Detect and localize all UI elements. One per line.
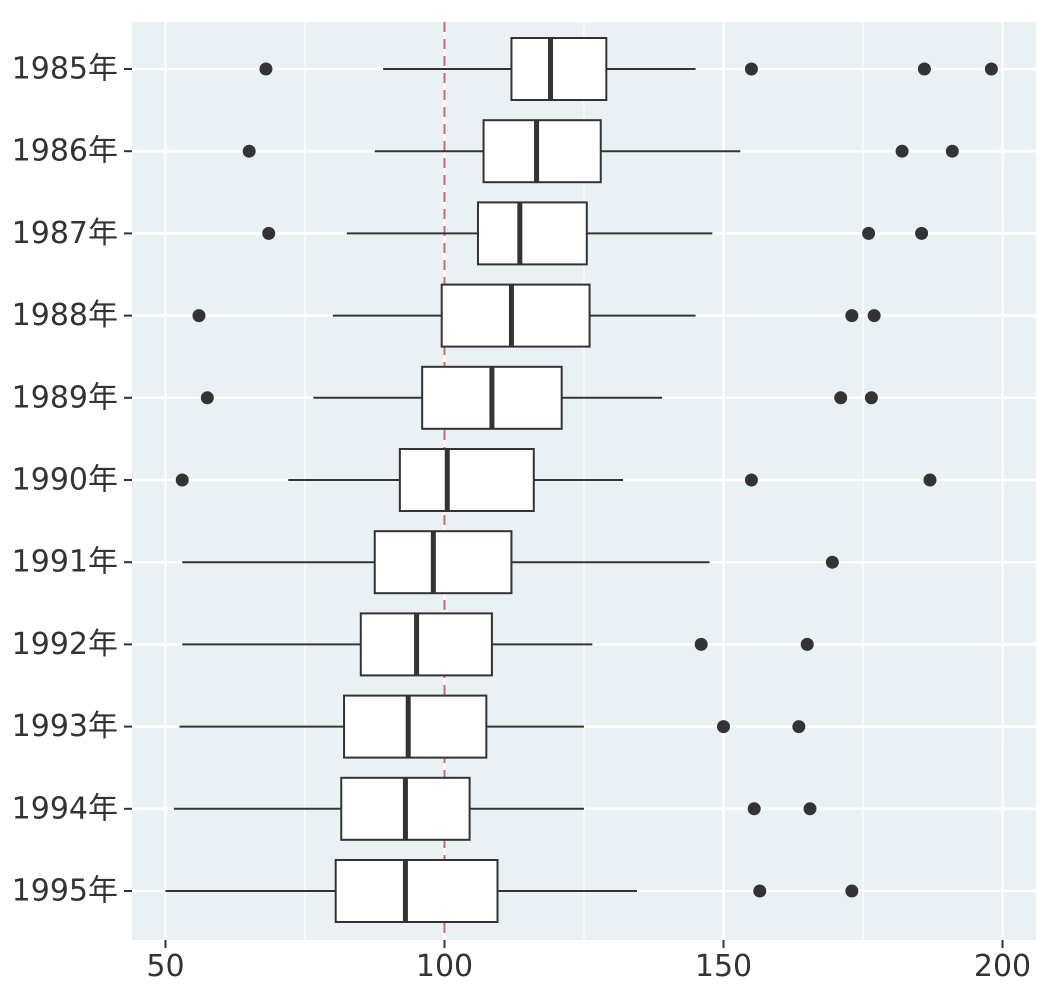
box-series [165, 37, 998, 923]
box-iqr [482, 119, 602, 184]
outlier-point [867, 309, 881, 323]
outlier-point [175, 473, 189, 487]
outlier-point [834, 391, 848, 405]
box-1989年 [200, 365, 878, 430]
x-tick-label: 50 [146, 949, 184, 984]
outlier-point [744, 473, 758, 487]
box-1988年 [192, 283, 881, 348]
x-axis: 50 100 150 200 [146, 940, 1031, 984]
box-1991年 [182, 530, 839, 595]
box-1994年 [173, 776, 817, 841]
outlier-point [694, 637, 708, 651]
box-1992年 [182, 612, 814, 677]
x-tick-label: 200 [974, 949, 1031, 984]
box-1987年 [262, 201, 929, 266]
outlier-point [845, 884, 859, 898]
y-tick-label: 1993年 [12, 709, 118, 744]
box-1990年 [175, 448, 937, 512]
outlier-point [259, 62, 273, 76]
outlier-point [744, 62, 758, 76]
y-tick-label: 1985年 [12, 52, 118, 87]
box-iqr [343, 694, 488, 759]
outlier-point [262, 226, 276, 240]
box-1985年 [259, 37, 998, 101]
box-iqr [476, 201, 588, 266]
outlier-point [923, 473, 937, 487]
y-tick-label: 1990年 [12, 463, 118, 498]
box-1986年 [242, 119, 959, 184]
box-iqr [359, 612, 493, 677]
y-tick-label: 1988年 [12, 298, 118, 333]
outlier-point [895, 144, 909, 158]
outlier-point [242, 144, 256, 158]
y-tick-label: 1987年 [12, 216, 118, 251]
y-tick-label: 1989年 [12, 380, 118, 415]
outlier-point [747, 802, 761, 816]
y-axis: 1985年 1986年 1987年 1988年 1989年 1990年 1991年 1992年… [12, 52, 132, 909]
y-tick-label: 1991年 [12, 545, 118, 580]
y-tick-label: 1986年 [12, 134, 118, 169]
box-iqr [510, 37, 608, 101]
box-iqr [398, 448, 535, 512]
outlier-point [862, 226, 876, 240]
outlier-point [803, 802, 817, 816]
box-1993年 [179, 694, 806, 759]
outlier-point [717, 720, 731, 734]
box-iqr [373, 530, 513, 595]
y-tick-label: 1994年 [12, 791, 118, 826]
y-tick-label: 1995年 [12, 874, 118, 909]
outlier-point [945, 144, 959, 158]
box-iqr [334, 859, 499, 923]
x-tick-label: 100 [416, 949, 473, 984]
y-tick-label: 1992年 [12, 627, 118, 662]
x-tick-label: 150 [695, 949, 752, 984]
outlier-point [984, 62, 998, 76]
box-iqr [440, 283, 591, 348]
outlier-point [845, 309, 859, 323]
outlier-point [917, 62, 931, 76]
outlier-point [800, 637, 814, 651]
outlier-point [915, 226, 929, 240]
outlier-point [792, 720, 806, 734]
outlier-point [753, 884, 767, 898]
outlier-point [200, 391, 214, 405]
outlier-point [192, 309, 206, 323]
box-1995年 [165, 859, 859, 923]
outlier-point [825, 555, 839, 569]
outlier-point [864, 391, 878, 405]
